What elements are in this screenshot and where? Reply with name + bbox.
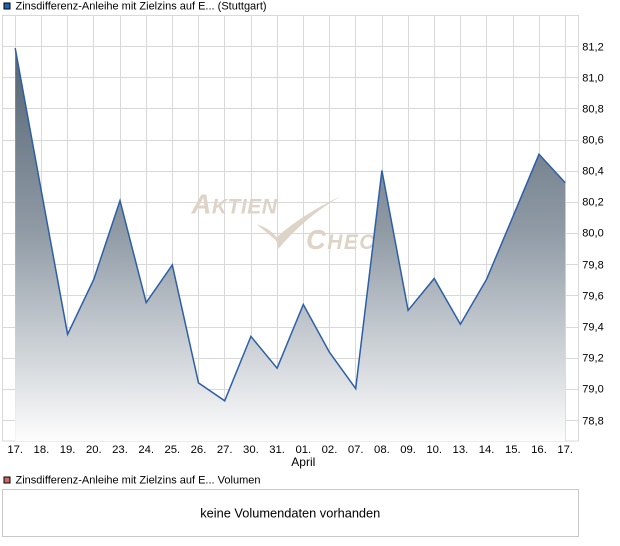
svg-text:01.: 01. — [295, 444, 311, 456]
svg-text:81,2: 81,2 — [582, 42, 603, 54]
svg-text:79,6: 79,6 — [582, 291, 603, 303]
svg-text:17.: 17. — [7, 444, 23, 456]
svg-text:14.: 14. — [479, 444, 495, 456]
svg-text:15.: 15. — [505, 444, 521, 456]
svg-text:80,0: 80,0 — [582, 228, 603, 240]
svg-text:79,0: 79,0 — [582, 384, 603, 396]
svg-text:80,8: 80,8 — [582, 104, 603, 116]
svg-text:79,4: 79,4 — [582, 322, 603, 334]
svg-text:23.: 23. — [112, 444, 128, 456]
svg-text:18.: 18. — [34, 444, 50, 456]
svg-text:79,2: 79,2 — [582, 353, 603, 365]
svg-text:30.: 30. — [243, 444, 259, 456]
svg-text:10.: 10. — [426, 444, 442, 456]
svg-text:80,2: 80,2 — [582, 197, 603, 209]
svg-text:31.: 31. — [269, 444, 285, 456]
svg-text:26.: 26. — [191, 444, 207, 456]
svg-text:81,0: 81,0 — [582, 73, 603, 85]
svg-text:80,4: 80,4 — [582, 166, 603, 178]
svg-text:80,6: 80,6 — [582, 135, 603, 147]
svg-text:Zinsdifferenz-Anleihe mit Ziel: Zinsdifferenz-Anleihe mit Zielzins auf E… — [16, 0, 267, 12]
svg-text:02.: 02. — [322, 444, 338, 456]
svg-text:AKTIEN: AKTIEN — [191, 189, 278, 220]
svg-text:20.: 20. — [86, 444, 102, 456]
svg-text:09.: 09. — [400, 444, 416, 456]
svg-text:78,8: 78,8 — [582, 416, 603, 428]
svg-text:19.: 19. — [60, 444, 76, 456]
svg-text:keine Volumendaten vorhanden: keine Volumendaten vorhanden — [200, 506, 380, 521]
svg-text:April: April — [291, 455, 315, 469]
svg-text:13.: 13. — [453, 444, 469, 456]
svg-text:27.: 27. — [217, 444, 233, 456]
svg-text:17.: 17. — [557, 444, 573, 456]
svg-text:79,8: 79,8 — [582, 260, 603, 272]
svg-text:08.: 08. — [374, 444, 390, 456]
svg-text:16.: 16. — [531, 444, 547, 456]
svg-text:25.: 25. — [164, 444, 180, 456]
svg-text:24.: 24. — [138, 444, 154, 456]
svg-text:07.: 07. — [348, 444, 364, 456]
svg-text:Zinsdifferenz-Anleihe mit Ziel: Zinsdifferenz-Anleihe mit Zielzins auf E… — [16, 474, 261, 486]
